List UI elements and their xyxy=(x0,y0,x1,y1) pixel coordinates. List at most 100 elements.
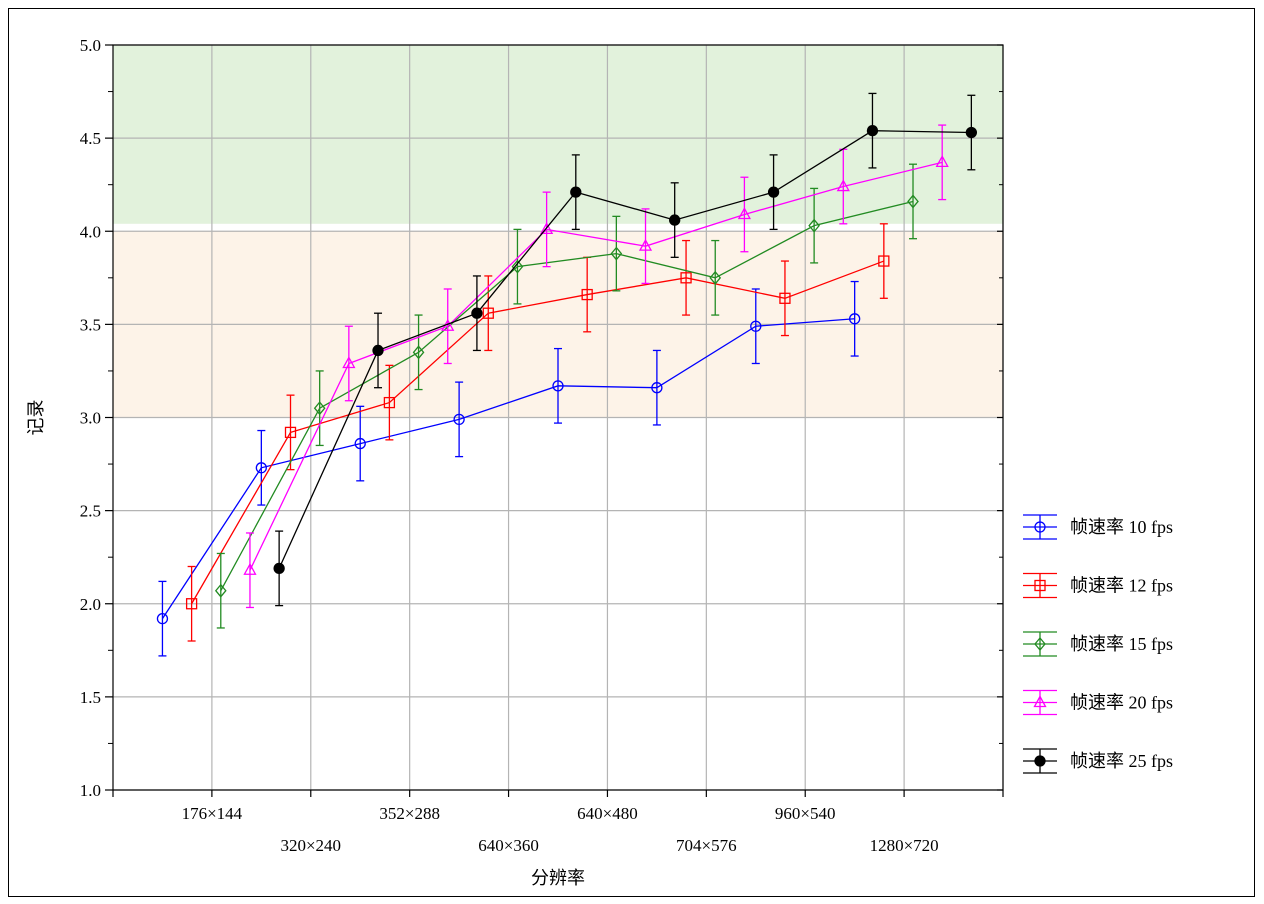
data-point xyxy=(907,194,919,209)
legend-marker xyxy=(1034,636,1046,652)
data-point xyxy=(255,462,267,474)
data-point xyxy=(965,126,978,139)
y-tick-label: 3.5 xyxy=(80,315,101,334)
error-bar xyxy=(443,288,452,365)
data-point xyxy=(273,562,285,575)
data-point xyxy=(610,246,623,261)
legend-label: 帧速率 15 fps xyxy=(1070,634,1173,654)
error-bar xyxy=(513,228,522,305)
data-point xyxy=(638,238,653,251)
error-bar xyxy=(455,381,464,458)
error-bar xyxy=(484,275,493,352)
band-1 xyxy=(113,45,1003,224)
data-point xyxy=(737,207,752,220)
data-point xyxy=(750,320,762,332)
error-bar xyxy=(187,565,196,642)
data-point xyxy=(651,382,663,394)
data-point xyxy=(412,345,425,360)
legend-item-1: 帧速率 10 fps xyxy=(1023,514,1173,540)
error-bar xyxy=(641,208,650,285)
data-point xyxy=(779,292,791,304)
y-tick-label: 1.0 xyxy=(80,781,101,800)
y-tick-label: 3.0 xyxy=(80,409,101,428)
error-bar xyxy=(612,215,621,292)
data-point xyxy=(471,307,483,319)
x-tick-label: 320×240 xyxy=(280,836,341,855)
series-2 xyxy=(185,223,890,642)
x-tick-label: 640×480 xyxy=(577,804,638,823)
data-point xyxy=(482,307,494,319)
error-bar xyxy=(909,163,918,240)
series-5 xyxy=(273,92,978,607)
error-bar xyxy=(385,364,394,441)
error-bar xyxy=(158,580,167,657)
legend-marker xyxy=(1034,521,1046,533)
series-line xyxy=(161,318,855,620)
series-line xyxy=(278,130,972,569)
data-point xyxy=(808,218,820,233)
data-point xyxy=(878,255,890,267)
legend-label: 帧速率 10 fps xyxy=(1070,517,1173,537)
data-point xyxy=(383,396,396,409)
error-bar xyxy=(315,370,324,447)
y-tick-label: 4.0 xyxy=(80,222,101,241)
legend-marker xyxy=(1034,755,1046,767)
data-point xyxy=(581,288,593,301)
x-axis-title: 分辨率 xyxy=(531,868,585,888)
error-bar xyxy=(414,314,423,391)
error-bar xyxy=(554,347,562,424)
legend-item-2: 帧速率 12 fps xyxy=(1023,572,1173,599)
series-4 xyxy=(243,124,949,609)
data-point xyxy=(185,598,198,610)
legend-item-4: 帧速率 20 fps xyxy=(1023,689,1173,716)
error-bar xyxy=(938,124,947,201)
legend-label: 帧速率 12 fps xyxy=(1070,576,1173,596)
data-point xyxy=(552,380,564,392)
error-bar xyxy=(780,260,789,337)
data-point xyxy=(511,259,524,274)
series-layer xyxy=(156,92,978,657)
data-point xyxy=(243,562,257,575)
error-bar xyxy=(652,349,661,426)
series-line xyxy=(220,200,914,592)
y-tick-label: 1.5 xyxy=(80,688,101,707)
error-bar xyxy=(245,532,254,609)
error-bar xyxy=(850,280,859,357)
axes: 1.0 1.5 2.0 2.5 3.0 3.5 4.0 4.5 5.0 176×144 320×24… xyxy=(80,36,1004,855)
data-point xyxy=(453,413,465,426)
y-tick-label: 2.0 xyxy=(80,595,101,614)
error-bar xyxy=(542,191,551,268)
legend-label: 帧速率 20 fps xyxy=(1070,693,1173,713)
x-tick-label: 640×360 xyxy=(478,836,539,855)
series-1 xyxy=(156,280,861,657)
y-tick-label: 5.0 xyxy=(80,36,101,55)
legend-label: 帧速率 25 fps xyxy=(1070,751,1173,771)
legend-marker xyxy=(1034,579,1046,592)
data-point xyxy=(935,154,949,167)
legend-marker xyxy=(1033,695,1047,708)
error-bar xyxy=(711,239,720,316)
y-tick-label: 2.5 xyxy=(80,502,101,521)
data-point xyxy=(540,222,554,235)
error-bar xyxy=(879,223,888,299)
data-point xyxy=(669,214,681,226)
data-point xyxy=(214,583,227,598)
data-point xyxy=(866,125,879,137)
error-bar xyxy=(810,187,819,264)
data-point xyxy=(372,344,384,357)
series-line xyxy=(191,260,885,605)
data-point xyxy=(570,186,582,198)
data-point xyxy=(849,313,861,325)
legend-item-3: 帧速率 15 fps xyxy=(1023,631,1173,657)
data-point xyxy=(313,401,326,416)
series-line xyxy=(249,161,943,571)
y-axis-title: 记录 xyxy=(26,400,46,436)
error-bar xyxy=(286,394,295,471)
error-bar xyxy=(356,405,365,482)
error-bar xyxy=(751,288,760,365)
data-point xyxy=(680,272,692,284)
legend-item-5: 帧速率 25 fps xyxy=(1023,748,1173,774)
error-bar xyxy=(216,552,225,629)
data-point xyxy=(836,179,850,192)
